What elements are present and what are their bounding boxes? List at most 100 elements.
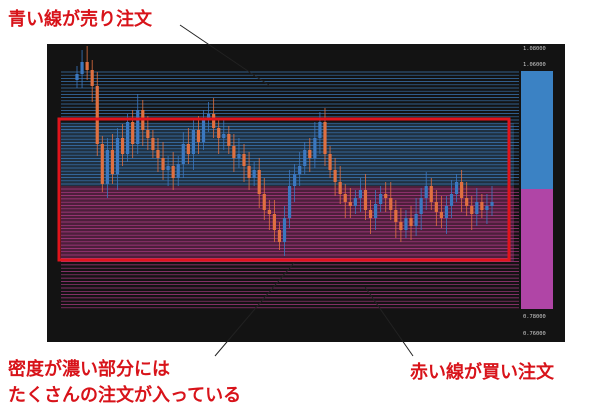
candle-body [186,144,190,154]
candle-body [318,122,322,138]
candle-body [449,194,454,206]
candle-body [328,154,332,170]
candle-body [217,128,221,138]
candle-body [439,212,443,218]
candle-body [480,202,484,210]
pointer-line-buy [364,286,414,357]
candle-body [353,198,357,206]
candle-body [105,150,109,184]
candle-body [338,182,342,194]
candle-body [176,164,180,178]
buy-label-column [521,189,553,309]
candle-body [308,150,312,158]
sell-label-column [521,71,553,189]
candle-body [80,62,84,74]
candle-body [126,122,130,154]
candle-body [191,130,196,154]
candle-body [460,182,464,198]
candle-body [252,170,256,178]
candle-body [470,206,474,214]
candle-body [348,202,352,206]
pointer-line-sell [179,24,271,87]
candle-body [358,190,363,198]
candle-body [490,202,494,206]
candlestick-series [75,46,494,256]
candle-body [454,182,459,194]
candle-body [303,150,307,166]
candle-body [222,134,226,138]
density-annotation-line2: たくさんの注文が入っている [8,385,242,406]
candle-body [212,114,216,128]
candle-body [151,138,155,150]
candle-body [257,170,261,194]
candle-body [298,166,302,174]
candle-body [429,186,433,202]
dense-orders-highlight-box [57,117,511,262]
candle-body [394,210,398,222]
candle-body [85,62,89,70]
candle-body [115,138,120,174]
candle-body [323,122,327,154]
candle-body [110,150,115,174]
candle-body [389,198,393,210]
candle-body [120,138,125,154]
candle-body [161,158,165,170]
candle-body [247,166,251,178]
candle-body [242,154,246,166]
candle-body [272,214,276,230]
candle-body [287,186,292,218]
axis-label-lower: 0.78000 [523,314,546,320]
candle-body [373,204,378,218]
candle-body [424,186,428,198]
sell-lines-annotation: 青い線が売り注文 [8,9,152,30]
candle-body [267,210,271,214]
candle-body [333,170,337,182]
candle-body [90,70,94,86]
axis-label-top: 1.08000 [523,46,546,52]
candle-body [171,166,175,178]
candle-body [237,154,241,158]
candle-body [181,144,185,164]
candle-body [404,218,408,230]
candle-body [434,202,438,212]
candle-body [206,114,211,118]
candle-body [384,194,388,198]
candle-body [95,86,99,144]
candle-body [399,222,403,230]
candle-body [136,110,140,144]
candle-body [409,218,413,226]
axis-label-bottom: 0.76000 [523,331,546,337]
buy-lines-annotation: 赤い線が買い注文 [410,362,554,383]
candle-body [419,198,423,214]
candle-body [465,198,469,206]
candle-body [293,174,297,186]
candle-body [196,130,201,142]
candle-body [444,206,449,218]
candle-body [156,150,160,158]
buy-order-lines [61,188,519,309]
pointer-line-density [214,262,295,357]
candle-body [227,134,231,146]
candle-body [379,194,383,204]
candle-body [100,144,104,184]
candle-body [363,190,368,210]
candle-body [166,166,170,170]
candle-body [475,202,479,214]
candle-body [368,210,373,218]
density-annotation-line1: 密度が濃い部分には [8,359,170,380]
candle-body [343,194,347,202]
candle-body [282,218,287,242]
candle-body [277,230,282,242]
candle-body [262,194,266,210]
candle-body [131,122,135,144]
candle-body [201,118,206,142]
axis-label-upper: 1.06000 [523,62,546,68]
candle-body [146,130,150,138]
candle-body [75,74,79,80]
order-book-chart: 1.058001.054001.050001.046001.042001.038… [47,44,565,342]
candle-body [414,214,418,226]
chart-canvas: 1.058001.054001.050001.046001.042001.038… [47,44,565,342]
candle-body [485,206,489,210]
candle-body [232,146,236,158]
